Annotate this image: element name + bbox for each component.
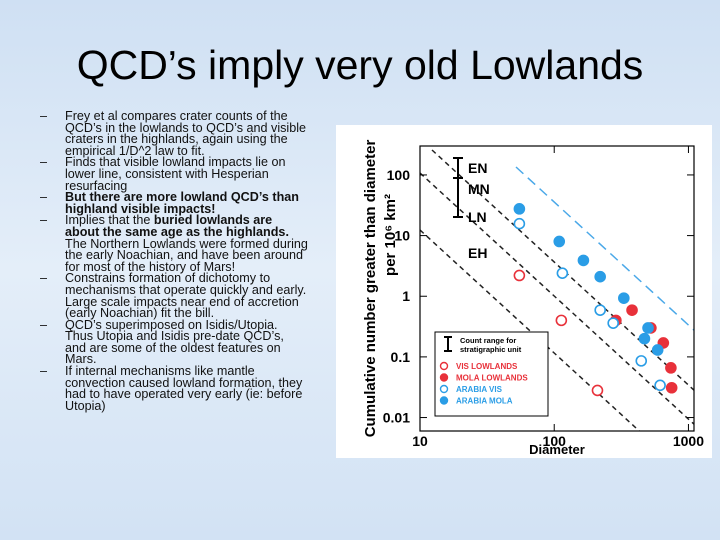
x-axis-label: Diameter <box>529 442 585 457</box>
y-tick-label: 0.1 <box>391 349 411 365</box>
annotation: EN <box>468 160 487 176</box>
point <box>591 384 604 397</box>
point <box>618 292 630 304</box>
point <box>642 322 654 334</box>
point <box>513 203 526 215</box>
chart: 0.01 0.1 1 10 100 10 100 1000 Diameter Cumulative… <box>336 125 712 458</box>
slide-title: QCD’s imply very old Lowlands <box>76 42 644 88</box>
isochron <box>431 149 694 392</box>
legend-marker <box>439 384 449 394</box>
plot-frame <box>419 145 695 432</box>
legend-box <box>434 331 549 417</box>
bullet-text: QCD’s superimposed on Isidis/Utopia. Thu… <box>65 317 284 367</box>
y-tick-label: 0.01 <box>383 410 410 426</box>
bullet-text: Constrains formation of dichotomy to mec… <box>65 271 307 321</box>
bullet-text: If internal mechanisms like mantle conve… <box>65 364 303 413</box>
point <box>513 217 526 230</box>
point <box>594 304 606 316</box>
bullet: Constrains formation of dichotomy to mec… <box>40 271 308 321</box>
point <box>607 317 619 329</box>
x-tick-label: 10 <box>412 433 428 449</box>
y-tick-label: 1 <box>402 288 410 304</box>
legend-note: Count range for <box>460 336 516 345</box>
bullet: Frey et al compares crater counts of the… <box>40 109 308 158</box>
bullet-list: Frey et al compares crater counts of the… <box>40 109 308 413</box>
point <box>635 355 648 367</box>
bullet-text: Frey et al compares crater counts of the… <box>65 109 307 158</box>
point <box>556 267 569 279</box>
point <box>513 269 526 282</box>
bullet: If internal mechanisms like mantle conve… <box>40 364 308 413</box>
legend-note: stratigraphic unit <box>460 345 522 354</box>
bullet-text: The Northern Lowlands were formed during… <box>65 236 308 274</box>
annotation: EH <box>468 245 487 261</box>
point <box>654 379 666 392</box>
y-tick-label: 100 <box>387 167 411 183</box>
point <box>626 304 638 316</box>
legend-label: MOLA LOWLANDS <box>456 374 528 383</box>
y-axis-label: per 10⁶ km² <box>382 194 399 276</box>
point <box>594 270 606 283</box>
point <box>638 332 651 345</box>
bullet-text: Implies that the <box>65 213 154 228</box>
bullet: QCD’s superimposed on Isidis/Utopia. Thu… <box>40 317 308 367</box>
bullet: Implies that the buried lowlands are abo… <box>40 213 308 274</box>
legend-label: ARABIA VIS <box>456 385 503 394</box>
point <box>553 235 566 248</box>
point <box>665 381 678 394</box>
point <box>651 344 664 356</box>
fit-line <box>515 166 694 332</box>
annotation: LN <box>468 209 487 225</box>
annotation: MN <box>468 181 490 197</box>
legend-marker <box>439 373 449 382</box>
y-axis-label: Cumulative number greater than diameter <box>362 140 379 438</box>
legend-marker <box>439 396 449 405</box>
x-tick-label: 1000 <box>673 433 704 449</box>
bullet: Finds that visible lowland impacts lie o… <box>40 155 308 193</box>
legend-marker <box>439 361 449 371</box>
point <box>555 314 568 327</box>
bullet: But there are more lowland QCD’s than hi… <box>40 190 308 216</box>
legend-label: ARABIA MOLA <box>456 397 513 406</box>
legend-label: VIS LOWLANDS <box>456 362 518 371</box>
bullet-text: Finds that visible lowland impacts lie o… <box>65 155 286 193</box>
point <box>577 254 590 267</box>
point <box>665 362 677 374</box>
bullet-text: But there are more lowland QCD’s than hi… <box>65 190 299 216</box>
y-tick-label: 10 <box>394 228 410 244</box>
x-tick-label: 100 <box>543 433 567 449</box>
bullet-text: buried lowlands are about the same age a… <box>65 213 289 239</box>
